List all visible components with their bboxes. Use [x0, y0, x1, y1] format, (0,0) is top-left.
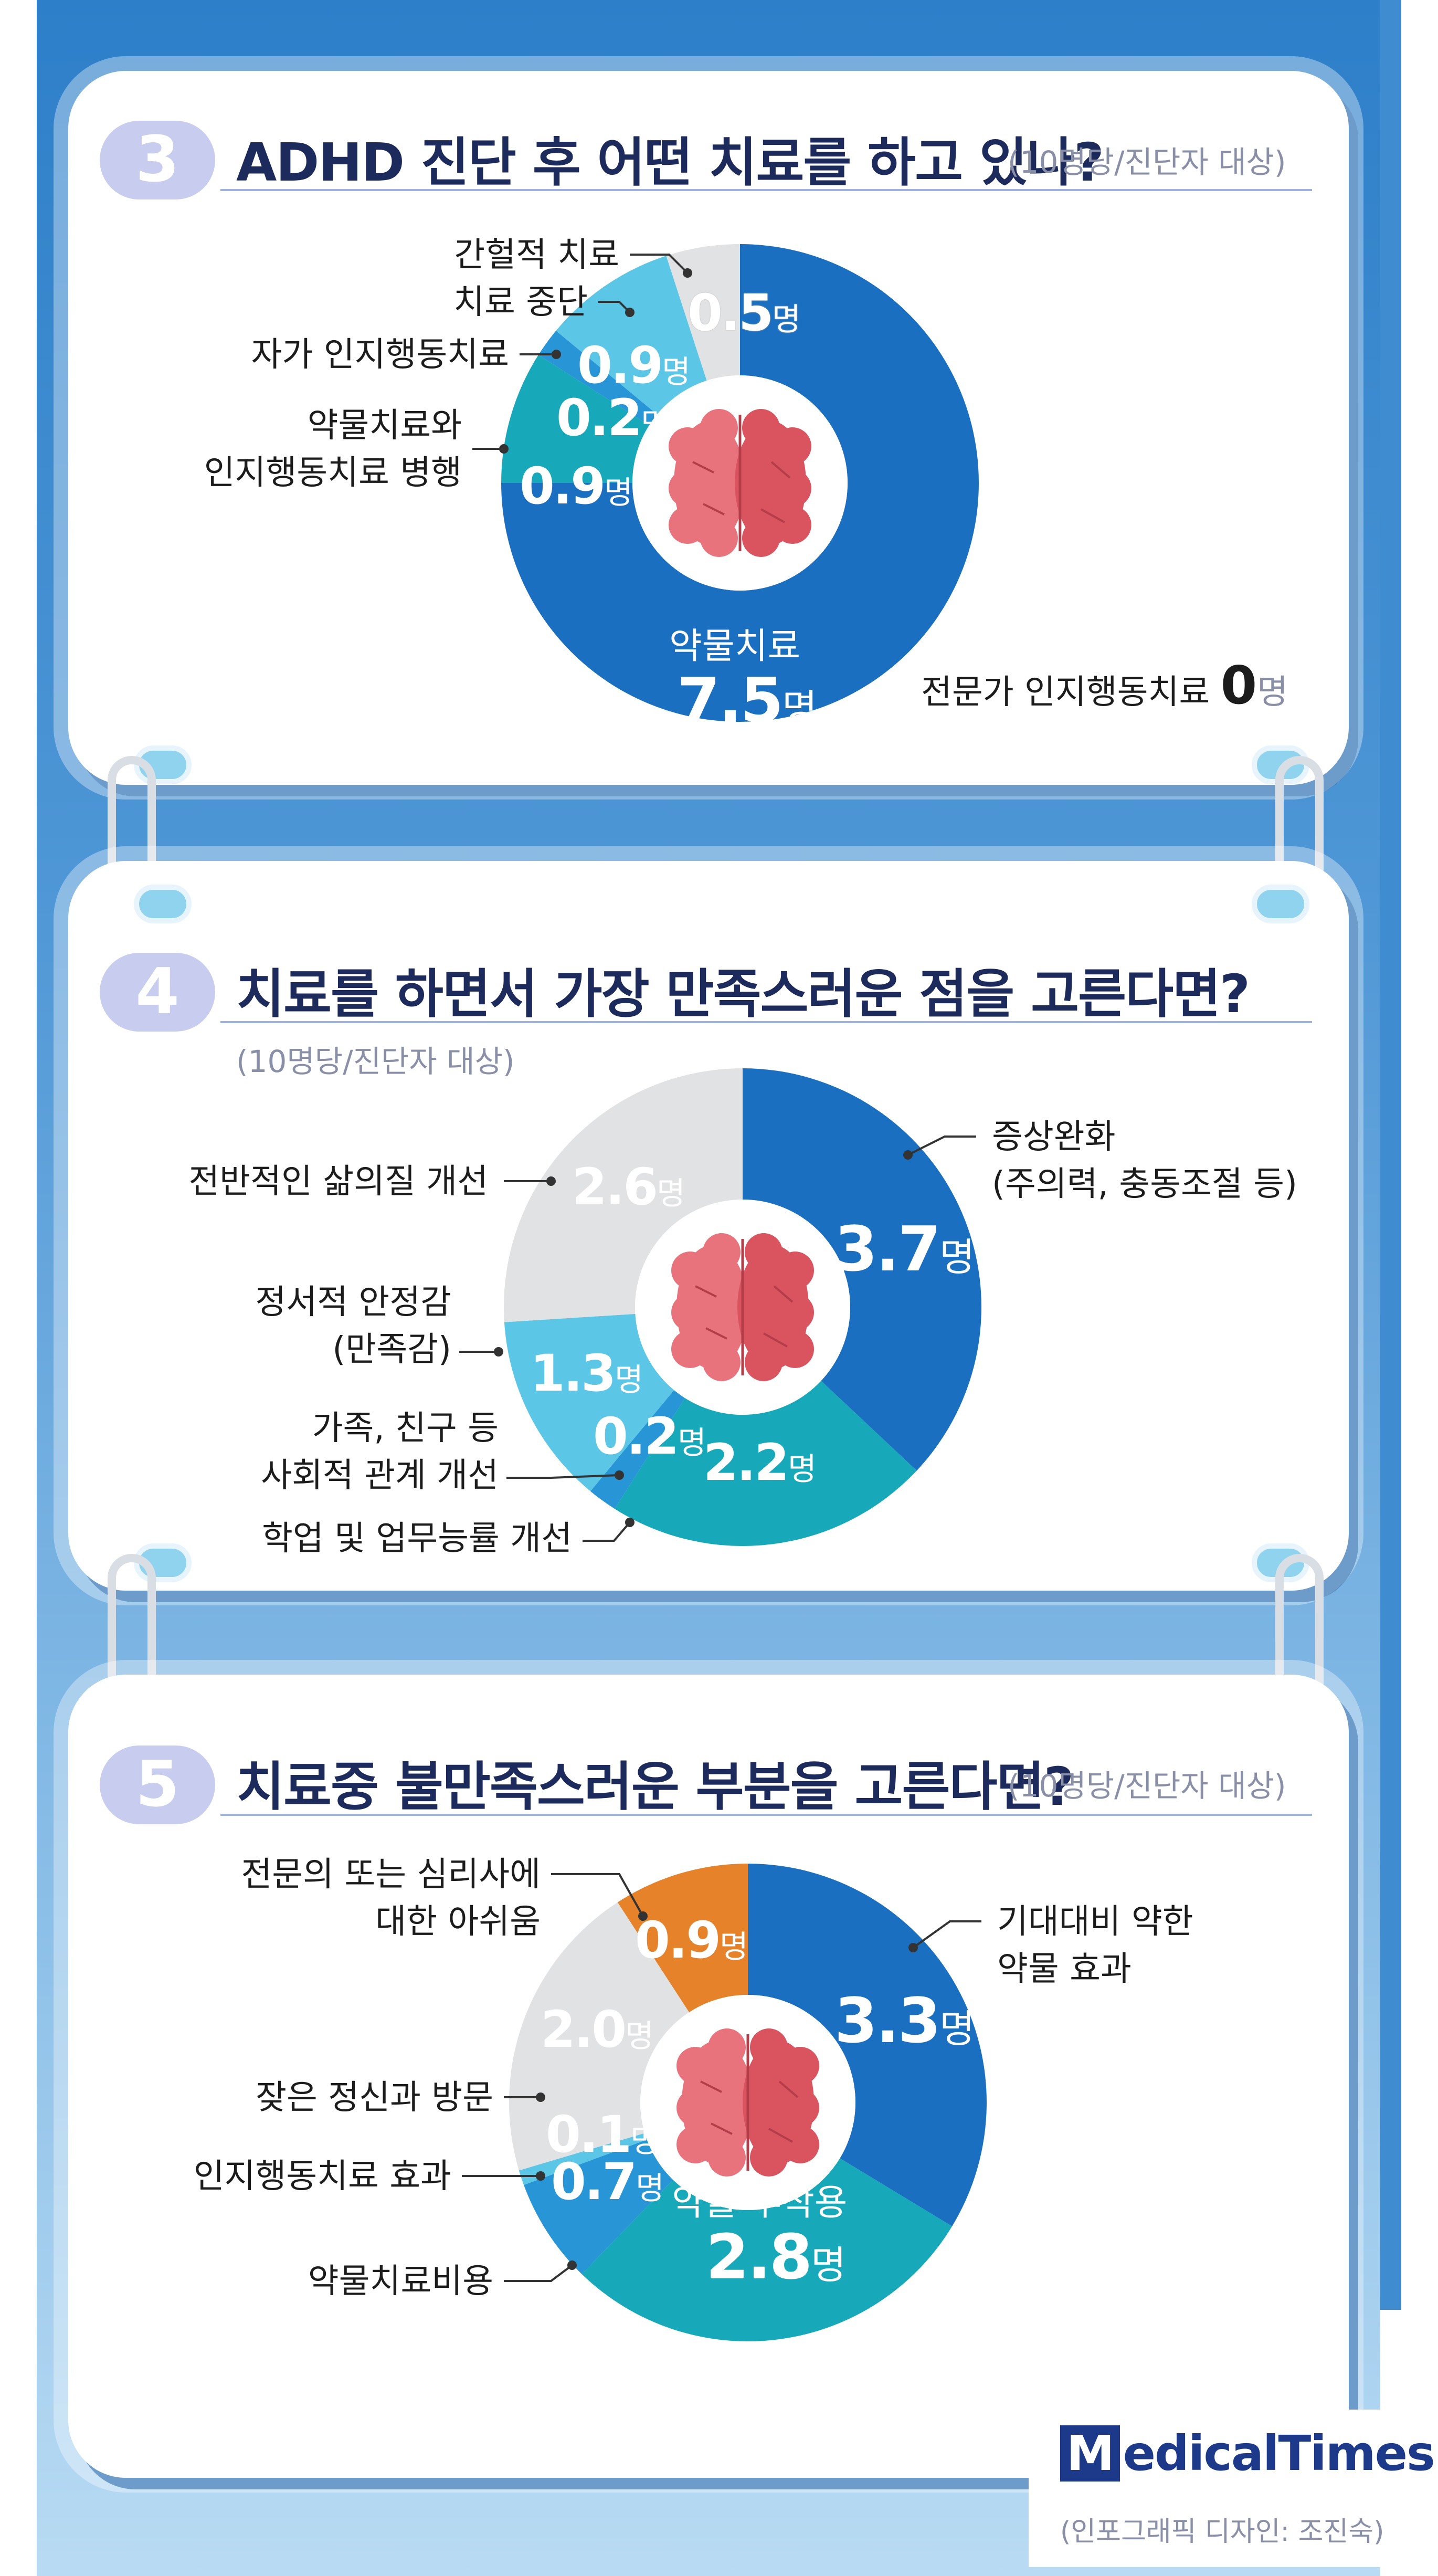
value-cbt-effect: 0.1명 — [546, 2105, 659, 2164]
label-specialist-line1: 전문의 또는 심리사에 — [241, 1855, 541, 1894]
brain-icon — [676, 2028, 819, 2177]
question-number-badge: 4 — [100, 953, 215, 1032]
value-med-plus-cbt: 0.9명 — [520, 457, 633, 516]
label-quality-of-life: 전반적인 삶의질 개선 — [188, 1162, 488, 1201]
label-social-relations-line2: 사회적 관계 개선 — [261, 1456, 499, 1495]
donut-slice-3-1 — [581, 2158, 953, 2341]
value-quality-of-life: 2.6명 — [572, 1158, 685, 1216]
title-rule — [220, 1021, 1312, 1023]
expert-cbt-note: 전문가 인지행동치료 0명 — [921, 655, 1288, 716]
question-subtitle: (10명당/진단자 대상) — [236, 1044, 515, 1079]
value-work-efficiency: 2.2명 — [703, 1433, 817, 1492]
title-rule — [220, 189, 1312, 191]
question-subtitle: (10명당/진단자 대상) — [1008, 144, 1286, 180]
binder-ring — [1252, 885, 1309, 923]
label-weak-effect-line2: 약물 효과 — [997, 1950, 1132, 1989]
value-self-cbt: 0.2명 — [556, 388, 670, 447]
label-cbt-effect: 인지행동치료 효과 — [193, 2157, 451, 2196]
value-emotional-stability: 1.3명 — [530, 1344, 643, 1403]
leader-lines-chart-3 — [472, 254, 692, 454]
donut-chart-treatment — [501, 244, 979, 722]
donut-slice-3-4 — [509, 1902, 690, 2171]
label-med-plus-cbt-line2: 인지행동치료 병행 — [204, 454, 462, 492]
value-specialist: 0.9명 — [635, 1911, 748, 1970]
value-side-effects: 2.8명 — [706, 2221, 847, 2293]
label-social-relations-line1: 가족, 친구 등 — [312, 1409, 499, 1448]
label-emotional-stability-line2: (만족감) — [332, 1330, 451, 1369]
donut-slice-1-0 — [501, 244, 979, 722]
label-treatment-cost: 약물치료비용 — [308, 2262, 493, 2301]
value-frequent-visits: 2.0명 — [541, 2000, 654, 2059]
donut-slice-2-1 — [615, 1381, 917, 1546]
donut-slice-3-0 — [748, 1864, 987, 2226]
brain-icon — [671, 1233, 814, 1381]
donut-slice-2-2 — [590, 1390, 685, 1509]
brain-icon — [669, 409, 811, 557]
inner-label-medication: 약물치료 — [669, 626, 801, 667]
binder-ring — [134, 885, 192, 923]
donut-chart-dissatisfaction — [509, 1864, 987, 2341]
donut-slice-1-3 — [556, 256, 707, 415]
design-credit: (인포그래픽 디자인: 조진숙) — [1060, 2516, 1384, 2548]
donut-slice-2-0 — [743, 1068, 981, 1471]
question-subtitle: (10명당/진단자 대상) — [1008, 1768, 1286, 1804]
label-intermittent-treatment: 간헐적 치료 — [454, 236, 619, 275]
background-strip — [1380, 0, 1401, 2310]
donut-slice-1-4 — [666, 244, 740, 381]
value-treatment-stopped: 0.9명 — [577, 336, 691, 395]
label-symptom-relief-line2: (주의력, 충동조절 등) — [992, 1165, 1298, 1204]
question-title: 치료중 불만족스러운 부분을 고른다면? — [236, 1756, 1074, 1817]
label-self-cbt: 자가 인지행동치료 — [251, 335, 509, 374]
donut-slice-2-4 — [504, 1068, 743, 1322]
label-treatment-stopped: 치료 중단 — [453, 283, 588, 322]
label-specialist-line2: 대한 아쉬움 — [375, 1902, 541, 1941]
donut-slice-3-2 — [523, 2139, 673, 2274]
value-intermittent: 0.5명 — [688, 283, 801, 342]
value-social-relations: 0.2명 — [593, 1407, 706, 1466]
label-weak-effect-line1: 기대대비 약한 — [997, 1902, 1193, 1941]
leader-lines-chart-4 — [459, 1135, 976, 1542]
label-symptom-relief-line1: 증상완화 — [992, 1118, 1116, 1156]
label-frequent-visits: 잦은 정신과 방문 — [256, 2078, 493, 2117]
donut-slice-1-2 — [538, 330, 658, 426]
label-work-efficiency: 학업 및 업무능률 개선 — [262, 1519, 572, 1558]
donut-slice-1-1 — [501, 355, 649, 483]
label-emotional-stability-line1: 정서적 안정감 — [255, 1283, 451, 1322]
donut-chart-satisfaction — [504, 1068, 981, 1546]
question-title: 치료를 하면서 가장 만족스러운 점을 고른다면? — [236, 963, 1250, 1025]
value-symptom-relief: 3.7명 — [834, 1213, 975, 1285]
value-medication: 7.5명 — [677, 664, 818, 737]
question-title: ADHD 진단 후 어떤 치료를 하고 있나? — [236, 132, 1104, 193]
donut-slice-3-3 — [519, 2133, 647, 2185]
donut-slice-2-3 — [504, 1313, 674, 1491]
value-weak-effect: 3.3명 — [834, 1984, 975, 2057]
value-treatment-cost: 0.7명 — [551, 2152, 664, 2211]
donut-slice-3-5 — [617, 1864, 748, 2013]
title-rule — [220, 1814, 1312, 1816]
label-med-plus-cbt-line1: 약물치료와 — [307, 406, 462, 445]
question-number-badge: 5 — [100, 1746, 215, 1824]
question-number-badge: 3 — [100, 121, 215, 199]
leader-lines-chart-5 — [462, 1873, 981, 2282]
inner-label-side-effects: 약물 부작용 — [672, 2182, 848, 2224]
